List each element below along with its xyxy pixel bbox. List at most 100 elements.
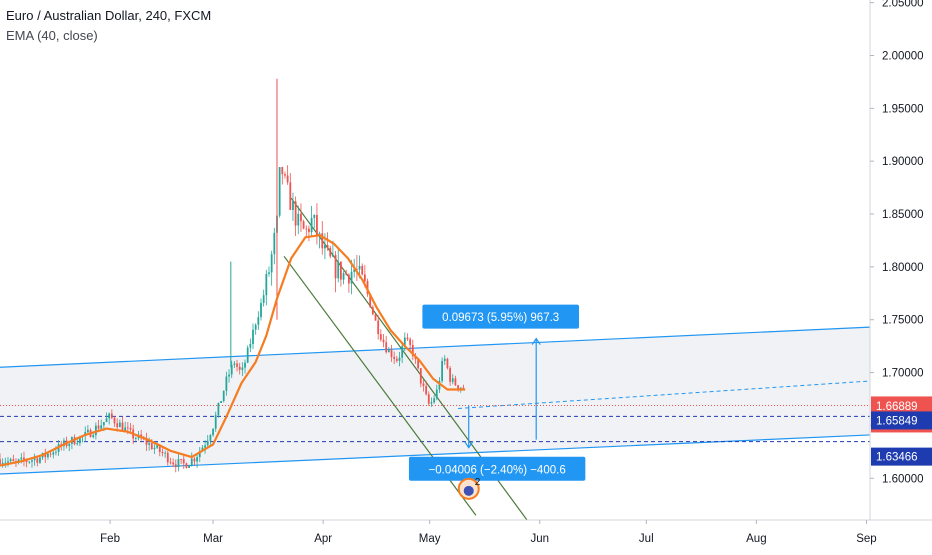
candle <box>361 263 364 276</box>
x-axis-tick-label: Sep <box>856 533 876 545</box>
candle-body <box>228 374 230 377</box>
candle-body <box>252 329 254 345</box>
channel-midline-projection <box>458 380 871 409</box>
ema-line <box>0 234 466 467</box>
candle <box>393 351 396 365</box>
candle-body <box>196 457 198 462</box>
candle-body <box>430 402 433 404</box>
candle <box>169 457 172 465</box>
candle-body <box>1 462 4 465</box>
candle <box>97 420 100 431</box>
candle-body <box>12 459 15 462</box>
x-axis-tick-label: Mar <box>203 533 223 545</box>
candle-body <box>289 182 292 210</box>
candle-body <box>145 438 148 445</box>
candle-body <box>451 378 454 382</box>
candle-body <box>403 337 406 347</box>
candle-body <box>201 447 204 452</box>
price-label-text: 1.63466 <box>876 452 918 464</box>
candle-body <box>457 385 459 389</box>
level-label: 1.65849 <box>871 411 932 430</box>
candle-body <box>278 167 281 216</box>
candle-body <box>345 273 348 275</box>
candle <box>28 460 31 464</box>
candle <box>374 313 377 321</box>
candle-body <box>310 217 313 233</box>
candle-body <box>329 247 332 257</box>
candle <box>204 440 206 454</box>
candle-body <box>174 464 177 468</box>
candle-body <box>0 459 1 465</box>
candle-body <box>158 445 161 453</box>
candle <box>113 416 116 427</box>
candle-body <box>395 358 398 361</box>
candle-body <box>324 244 326 249</box>
candle <box>281 166 284 185</box>
candle <box>289 173 292 211</box>
candle-body <box>198 451 201 458</box>
candle-body <box>116 423 119 428</box>
candle <box>252 323 254 350</box>
candle <box>212 428 214 437</box>
candle <box>342 271 345 285</box>
candle-body <box>462 387 465 389</box>
y-axis-tick-label: 1.95000 <box>882 103 924 115</box>
candle <box>451 374 454 385</box>
price-label-box <box>871 447 932 466</box>
candle-body <box>17 459 20 462</box>
candle-body <box>387 349 390 353</box>
candle <box>449 366 451 386</box>
badge-core <box>463 485 474 496</box>
candle <box>355 254 358 281</box>
y-axis-tick-label: 1.75000 <box>882 315 924 327</box>
candle-body <box>23 457 25 461</box>
candle-body <box>52 452 55 455</box>
candle-body <box>316 214 318 235</box>
candle <box>409 337 412 351</box>
candle <box>129 423 132 433</box>
candle-body <box>270 254 273 273</box>
candle <box>268 266 270 277</box>
candle-body <box>126 427 129 429</box>
candle-body <box>236 363 238 367</box>
candle-body <box>220 400 222 403</box>
candle <box>12 454 15 462</box>
candle <box>385 335 388 354</box>
candle-body <box>406 337 409 340</box>
candle <box>292 192 294 221</box>
candle <box>433 395 436 404</box>
chart-legend[interactable]: Euro / Australian Dollar, 240, FXCM EMA … <box>6 6 211 46</box>
candle-body <box>86 429 89 433</box>
candle-body <box>214 415 217 429</box>
candle-body <box>321 233 324 249</box>
candle-body <box>169 462 172 464</box>
candle-body <box>326 244 329 248</box>
candle-body <box>435 389 438 399</box>
candle <box>86 425 89 434</box>
candle <box>190 452 193 467</box>
candle <box>36 456 39 467</box>
candle-body <box>260 303 262 318</box>
candle <box>345 269 348 276</box>
candle-body <box>337 261 340 279</box>
candle-body <box>241 367 244 370</box>
candle <box>4 457 7 468</box>
candle-body <box>374 314 377 321</box>
candle <box>334 251 337 293</box>
candle <box>44 448 47 463</box>
candle <box>305 225 308 238</box>
candle-body <box>225 376 228 391</box>
price-label-box <box>871 411 932 430</box>
candle <box>297 205 300 235</box>
candle-body <box>39 457 41 463</box>
candle <box>31 458 33 468</box>
candle-body <box>185 463 188 468</box>
candle-body <box>459 387 462 389</box>
candle <box>185 462 188 469</box>
candle <box>124 421 127 432</box>
x-axis-tick-label: Feb <box>100 533 120 545</box>
candle-body <box>156 445 159 448</box>
candle-body <box>273 232 276 255</box>
